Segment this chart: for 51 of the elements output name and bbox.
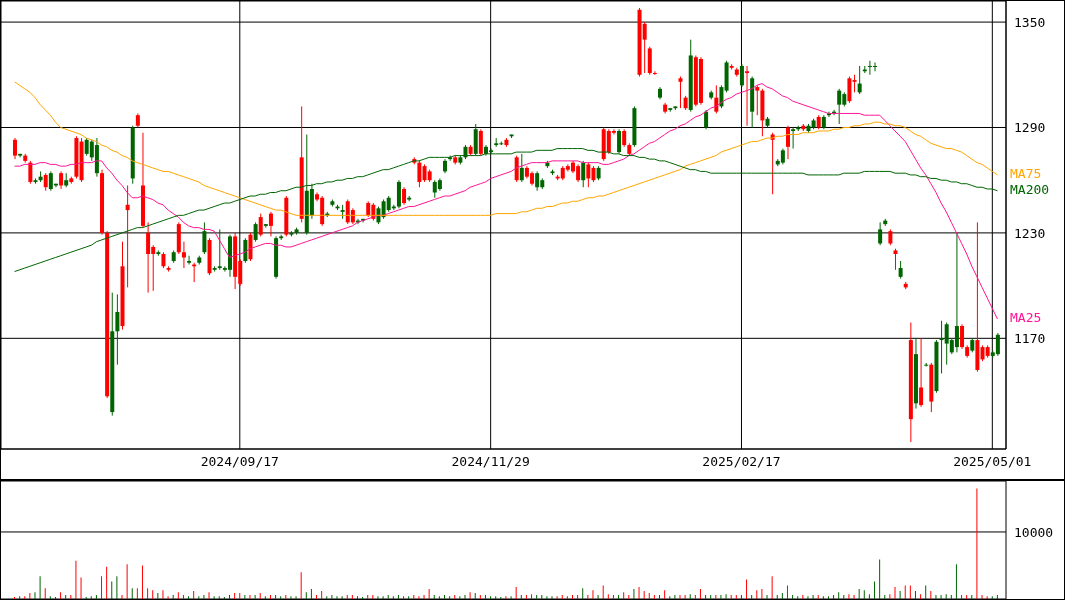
candlestick (586, 162, 591, 188)
candlestick (115, 293, 120, 366)
y-tick-label: 1290 (1014, 120, 1046, 136)
candlestick (258, 213, 263, 237)
candlestick (253, 221, 258, 243)
candlestick (704, 109, 709, 130)
candlestick (514, 155, 519, 183)
line-series (14, 83, 998, 320)
candlestick (893, 248, 898, 271)
candlestick (146, 221, 151, 294)
candlestick (181, 241, 186, 269)
candlestick (878, 221, 883, 246)
x-tick-label: 2024/11/29 (451, 454, 530, 470)
candlestick (478, 128, 483, 157)
candlestick (652, 70, 657, 76)
candlestick (268, 211, 273, 237)
series-label: MA25 (1010, 309, 1042, 325)
candlestick (837, 88, 842, 125)
line-series (14, 81, 998, 216)
candlestick (857, 65, 862, 95)
candlestick (739, 63, 744, 88)
candlestick (919, 337, 924, 408)
candlestick (28, 160, 33, 185)
x-tick-label: 2025/05/01 (953, 454, 1032, 470)
candlestick (995, 332, 1000, 357)
candlestick (187, 255, 192, 266)
x-tick-label: 2024/09/17 (200, 454, 279, 470)
candlestick (755, 84, 760, 116)
candlestick (217, 228, 222, 271)
candlestick (960, 323, 965, 350)
series-label: MA200 (1010, 181, 1050, 197)
candlestick (243, 237, 248, 264)
series-label: MA75 (1010, 165, 1042, 181)
candlestick (745, 65, 750, 127)
candlestick (202, 221, 207, 255)
candlestick (581, 160, 586, 188)
y-tick-label: 10000 (1014, 524, 1054, 540)
y-tick-label: 1230 (1014, 225, 1046, 241)
x-tick-label: 2025/02/17 (702, 454, 781, 470)
candlestick (417, 160, 422, 188)
candlestick (535, 170, 540, 192)
candlestick (786, 125, 790, 160)
candlestick (519, 153, 524, 183)
y-tick-label: 1170 (1014, 330, 1046, 346)
y-tick-label: 1350 (1014, 14, 1046, 30)
candlestick (954, 232, 959, 353)
candlestick (847, 76, 852, 104)
candlestick (125, 184, 130, 288)
candlestick (678, 76, 683, 109)
candlestick (13, 137, 17, 160)
candlestick (791, 126, 796, 150)
